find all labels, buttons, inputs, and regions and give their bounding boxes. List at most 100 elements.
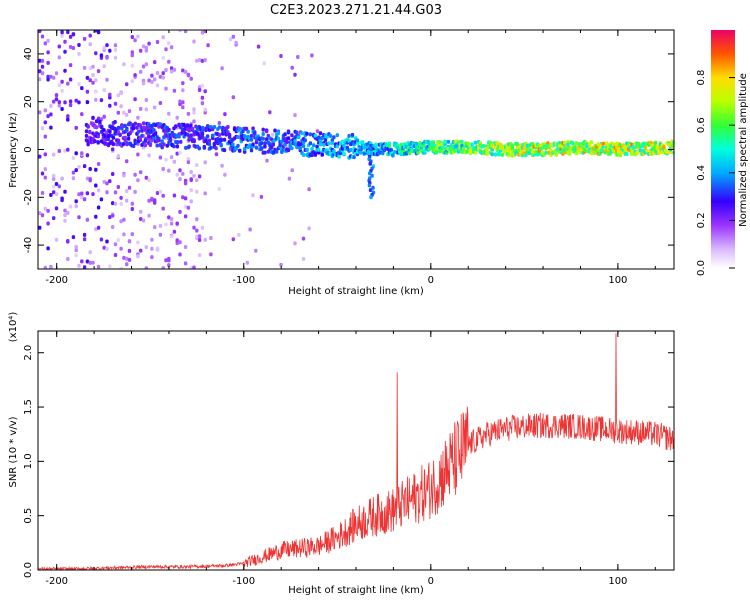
spectrogram-cell [172,88,177,93]
spectrogram-cell [276,131,281,136]
spectrogram-cell [249,133,254,138]
spectrogram-cell [80,112,84,117]
spectrogram-cell [164,47,168,52]
spectrogram-cell [60,88,64,93]
x-tick-label: 100 [608,576,627,587]
spectrogram-cell [133,172,137,177]
spectrogram-cell [130,53,134,58]
spectrogram-cell [43,265,47,269]
spectrogram-cell [91,260,95,265]
spectrogram-cell [82,237,87,242]
spectrogram-cell [94,30,98,33]
snr-y-ticks: 0.0 0.5 1.0 1.5 2.0 [23,345,674,578]
spectrogram-cell [96,188,101,193]
spectrogram-cell [52,99,56,104]
spectrogram-cell [57,55,61,60]
spectrogram-cell [625,152,629,157]
spectrogram-cell [85,191,90,196]
spectrogram-cell [54,97,59,102]
spectrogram-cell [150,255,154,260]
spectrogram-cell [328,134,333,138]
spectrogram-cell [301,236,306,241]
spectrogram-cell [330,138,334,143]
spectrogram-cell [317,147,321,152]
spectrogram-cell [49,112,53,117]
spectrogram-cell [77,215,81,220]
spectrogram-cell [130,35,134,39]
spectrogram-cell [203,237,207,242]
spectrogram-cell [241,137,245,142]
spectrogram-cell [440,142,444,147]
spectrogram-cell [113,190,118,195]
spectrogram-cell [593,150,597,155]
spectrogram-cell [301,144,306,149]
spectrogram-cell [414,141,419,146]
spectrogram-cell [77,82,81,86]
spectrogram-cell [638,148,642,153]
spectrogram-cell [653,140,658,145]
spectrogram-cell [125,112,129,117]
spectrogram-cell [139,209,143,214]
spectrogram-cell [127,185,132,190]
spectrogram-cell [200,131,205,136]
spectrogram-cell [195,234,199,239]
spectrogram-cell [113,201,118,206]
spectrogram-cell [71,32,76,37]
spectrogram-cell [167,168,171,173]
spectrogram-cells [38,30,674,269]
spectrogram-cell [635,151,639,156]
spectrogram-cell [123,123,127,128]
spectrogram-cell [290,168,294,173]
spectrogram-cell [162,142,166,147]
spectrogram-cell [144,62,148,67]
spectrogram-cell [60,198,64,203]
spectrogram-cell [52,216,56,221]
spectrogram-cell [105,77,109,82]
spectrogram-cell [68,204,73,209]
spectrogram-cell [91,192,95,197]
spectrogram-cell [57,103,61,108]
spectrogram-cell [510,146,515,150]
spectrogram-cell [566,142,570,147]
spectrogram-cell [52,75,56,80]
spectrogram-cell [251,142,255,147]
spectrogram-cell [206,124,210,129]
spectrogram-cell [49,265,53,269]
spectrogram-cell [57,100,61,105]
spectrogram-cell [66,210,70,215]
spectrogram-cell [133,97,137,102]
spectrogram-cell [80,195,84,200]
spectrogram-cell [122,62,126,67]
spectrogram-cell [143,138,148,143]
spectrogram-cell [261,127,265,132]
spectrogram-cell [290,133,294,138]
spectrogram-cell [273,128,277,133]
spectrogram-x-ticks: -200 -100 0 100 [45,30,656,286]
snr-frame [37,330,675,571]
y-tick-label: -40 [23,237,34,253]
spectrogram-cell [318,142,323,147]
spectrogram-cell [197,85,202,90]
spectrogram-cell [46,77,50,82]
spectrogram-cell [172,229,177,234]
spectrogram-cell [141,218,146,223]
spectrogram-cell [165,143,169,148]
spectrogram-cell [172,67,177,72]
colorbar-tick-label: 0.0 [696,260,707,276]
spectrogram-cell [102,64,106,69]
spectrogram-cell [133,189,137,194]
spectrogram-cell [139,170,143,175]
spectrogram-cell [189,188,193,193]
spectrogram-cell [71,235,76,240]
spectrogram-cell [214,146,218,151]
spectrogram-cell [293,138,297,143]
spectrogram-cell [135,125,139,130]
spectrogram-cell [153,77,157,82]
spectrogram-cell [307,226,311,231]
spectrogram-cell [460,139,464,144]
spectrogram-cell [122,217,126,222]
x-tick-label: -100 [232,275,255,286]
spectrogram-cell [155,191,160,195]
spectrogram-cell [144,98,148,102]
spectrogram-cell [347,138,351,143]
